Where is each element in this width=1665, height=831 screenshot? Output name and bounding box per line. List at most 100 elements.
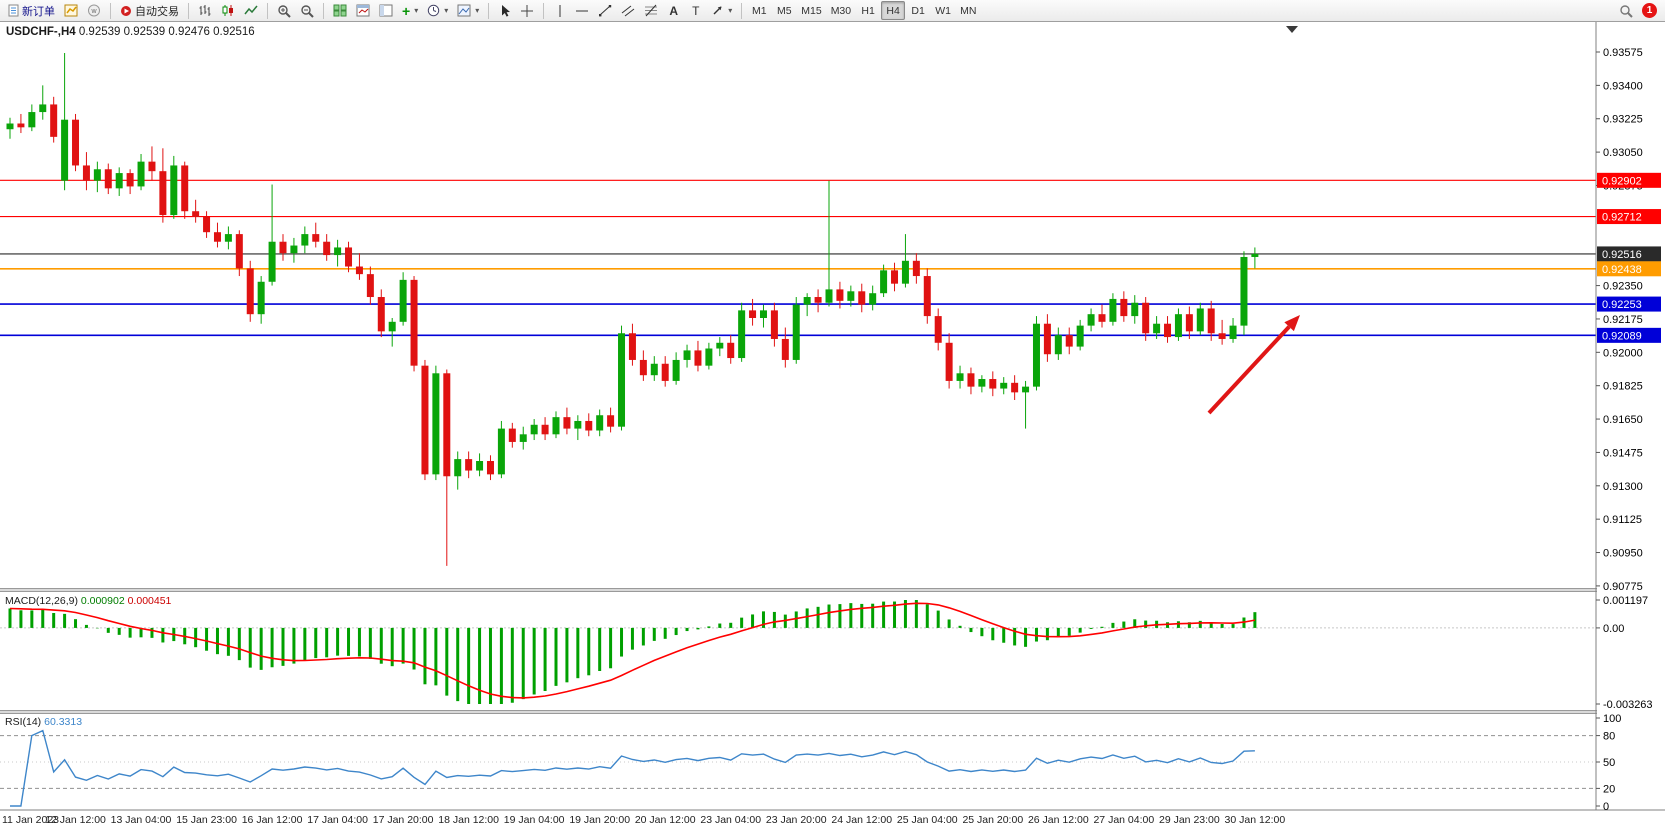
svg-text:0.92902: 0.92902 bbox=[1602, 175, 1642, 187]
arrow-tool-icon bbox=[713, 6, 722, 15]
periods-dropdown-button[interactable]: ▾ bbox=[423, 1, 452, 20]
candlestick-series[interactable] bbox=[6, 52, 1259, 566]
svg-text:0.91125: 0.91125 bbox=[1603, 514, 1642, 526]
panel-separator[interactable] bbox=[0, 588, 1665, 592]
macd-histogram bbox=[8, 600, 1257, 704]
add-indicator-icon: + bbox=[402, 2, 411, 19]
autotrading-icon bbox=[121, 5, 131, 16]
chart-shift-marker[interactable] bbox=[1286, 26, 1298, 33]
label-tool-button[interactable]: T bbox=[685, 1, 706, 20]
new-order-button[interactable]: 新订单 bbox=[4, 1, 59, 20]
toolbar-separator bbox=[488, 2, 490, 19]
svg-text:0.92350: 0.92350 bbox=[1603, 281, 1643, 293]
new-chart-icon bbox=[64, 4, 78, 17]
svg-text:100: 100 bbox=[1603, 713, 1621, 725]
zoom-out-icon bbox=[301, 4, 314, 18]
vertical-line-icon bbox=[559, 4, 561, 17]
text-tool-button[interactable]: A bbox=[663, 1, 684, 20]
cursor-icon bbox=[501, 4, 510, 17]
zoom-in-button[interactable] bbox=[273, 1, 295, 20]
svg-text:-0.003263: -0.003263 bbox=[1603, 699, 1653, 711]
svg-text:0.92000: 0.92000 bbox=[1603, 347, 1643, 359]
svg-text:80: 80 bbox=[1603, 731, 1615, 743]
timeframe-button-m30[interactable]: M30 bbox=[830, 4, 852, 17]
svg-text:29 Jan 23:00: 29 Jan 23:00 bbox=[1159, 814, 1220, 826]
data-window-button[interactable] bbox=[352, 1, 374, 20]
chart-canvas[interactable]: 0.935750.934000.932250.930500.928750.923… bbox=[0, 22, 1665, 831]
bar-chart-icon bbox=[199, 5, 211, 16]
svg-text:0.93050: 0.93050 bbox=[1603, 147, 1643, 159]
autotrading-label: 自动交易 bbox=[135, 5, 179, 18]
svg-text:0.93575: 0.93575 bbox=[1603, 47, 1643, 59]
price-badge bbox=[1597, 296, 1661, 312]
timeframe-button-m15[interactable]: M15 bbox=[801, 4, 822, 17]
timeframe-button-mn[interactable]: MN bbox=[960, 4, 977, 17]
search-button[interactable] bbox=[1615, 1, 1637, 20]
svg-text:20: 20 bbox=[1603, 783, 1615, 795]
autotrading-button[interactable]: 自动交易 bbox=[116, 1, 183, 20]
label-tool-icon: T bbox=[692, 3, 700, 18]
fibonacci-icon bbox=[645, 4, 658, 17]
panel-separator[interactable] bbox=[0, 710, 1665, 714]
new-chart-button[interactable] bbox=[60, 1, 82, 20]
crosshair-button[interactable] bbox=[516, 1, 538, 20]
horizontal-line-icon bbox=[576, 10, 589, 11]
profiles-button[interactable]: w bbox=[83, 1, 105, 20]
svg-text:0.93225: 0.93225 bbox=[1603, 114, 1643, 126]
search-icon bbox=[1620, 4, 1633, 18]
arrows-dropdown-button[interactable]: ▾ bbox=[707, 1, 736, 20]
indicators-dropdown-button[interactable]: + ▾ bbox=[398, 1, 422, 20]
navigator-button[interactable] bbox=[375, 1, 397, 20]
timeframe-button-h4[interactable]: H4 bbox=[881, 1, 906, 20]
tile-windows-button[interactable] bbox=[329, 1, 351, 20]
svg-text:0.92438: 0.92438 bbox=[1602, 264, 1642, 276]
price-badge bbox=[1597, 327, 1661, 343]
price-axis[interactable]: 0.935750.934000.932250.930500.928750.923… bbox=[1596, 47, 1661, 813]
svg-text:0.001197: 0.001197 bbox=[1603, 595, 1648, 607]
vertical-line-tool-button[interactable] bbox=[549, 1, 570, 20]
trendline-icon bbox=[599, 5, 612, 17]
timeframe-button-d1[interactable]: D1 bbox=[911, 4, 925, 17]
toolbar-separator bbox=[543, 2, 545, 19]
svg-text:23 Jan 04:00: 23 Jan 04:00 bbox=[700, 814, 761, 826]
chevron-down-icon: ▾ bbox=[444, 6, 449, 15]
candlestick-chart-icon bbox=[222, 5, 233, 16]
svg-text:17 Jan 20:00: 17 Jan 20:00 bbox=[373, 814, 434, 826]
timeframe-button-m5[interactable]: M5 bbox=[776, 4, 792, 17]
navigator-icon bbox=[379, 4, 393, 17]
cursor-button[interactable] bbox=[494, 1, 515, 20]
svg-text:0.90950: 0.90950 bbox=[1603, 548, 1643, 560]
svg-text:11 Jan 2023: 11 Jan 2023 bbox=[2, 814, 59, 826]
svg-text:0.92253: 0.92253 bbox=[1602, 299, 1642, 311]
horizontal-line-tool-button[interactable] bbox=[571, 1, 593, 20]
svg-text:0.91300: 0.91300 bbox=[1603, 481, 1643, 493]
notification-badge[interactable]: 1 bbox=[1642, 3, 1657, 18]
svg-text:w: w bbox=[90, 8, 97, 15]
svg-text:19 Jan 04:00: 19 Jan 04:00 bbox=[504, 814, 565, 826]
timeframe-button-m1[interactable]: M1 bbox=[751, 4, 767, 17]
fibonacci-tool-button[interactable] bbox=[640, 1, 662, 20]
svg-text:0.91650: 0.91650 bbox=[1603, 414, 1643, 426]
channel-icon bbox=[621, 5, 635, 17]
toolbar-separator bbox=[110, 2, 111, 19]
new-order-label: 新订单 bbox=[22, 5, 55, 18]
channel-tool-button[interactable] bbox=[617, 1, 639, 20]
svg-text:0.00: 0.00 bbox=[1603, 623, 1624, 635]
svg-text:24 Jan 12:00: 24 Jan 12:00 bbox=[831, 814, 892, 826]
bar-chart-button[interactable] bbox=[194, 1, 216, 20]
chevron-down-icon: ▾ bbox=[475, 6, 480, 15]
svg-text:0.91475: 0.91475 bbox=[1603, 447, 1643, 459]
line-chart-button[interactable] bbox=[240, 1, 262, 20]
timeframe-button-w1[interactable]: W1 bbox=[935, 4, 951, 17]
templates-dropdown-button[interactable]: ▾ bbox=[453, 1, 483, 20]
timeframe-button-h1[interactable]: H1 bbox=[861, 4, 875, 17]
trendline-tool-button[interactable] bbox=[594, 1, 616, 20]
trend-arrow-annotation[interactable] bbox=[1207, 315, 1300, 415]
candlestick-chart-button[interactable] bbox=[217, 1, 239, 20]
price-badge bbox=[1597, 246, 1661, 262]
svg-text:26 Jan 12:00: 26 Jan 12:00 bbox=[1028, 814, 1089, 826]
crosshair-icon bbox=[521, 4, 534, 17]
zoom-out-button[interactable] bbox=[296, 1, 318, 20]
svg-text:15 Jan 23:00: 15 Jan 23:00 bbox=[176, 814, 237, 826]
